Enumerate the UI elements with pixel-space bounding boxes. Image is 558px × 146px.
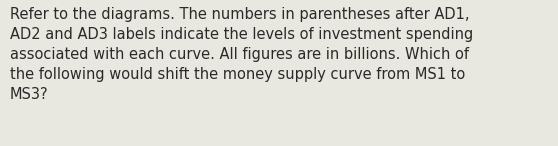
- Text: Refer to the diagrams. The numbers in parentheses after AD1,
AD2 and AD3 labels : Refer to the diagrams. The numbers in pa…: [10, 7, 473, 102]
